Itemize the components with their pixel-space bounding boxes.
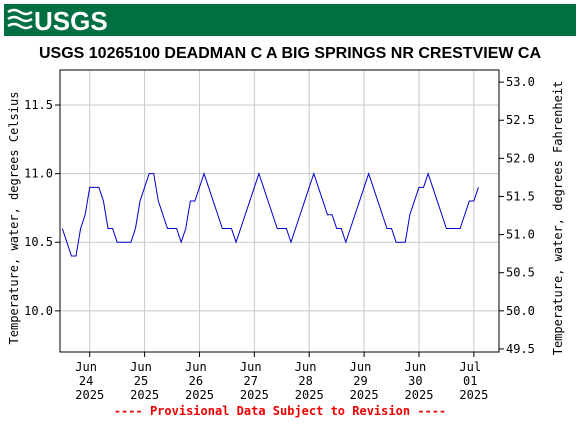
y2-tick-label: 53.0 xyxy=(506,75,535,89)
chart-title: USGS 10265100 DEADMAN C A BIG SPRINGS NR… xyxy=(39,45,541,62)
y2-tick-label: 51.5 xyxy=(506,189,535,203)
x-tick-label: Jun 30 2025 xyxy=(405,360,434,402)
y-tick-label: 10.0 xyxy=(24,304,53,318)
y-tick-label: 10.5 xyxy=(24,235,53,249)
data-line xyxy=(61,172,479,257)
y-tick-label: 11.0 xyxy=(24,167,53,181)
plot-frame xyxy=(59,69,500,353)
y-tick-label: 11.5 xyxy=(24,98,53,112)
y2-tick-label: 52.5 xyxy=(506,113,535,127)
x-tick-label: Jun 28 2025 xyxy=(295,360,324,402)
y2-tick-label: 49.5 xyxy=(506,342,535,356)
x-tick-label: Jul 01 2025 xyxy=(459,360,488,402)
x-tick-label: Jun 25 2025 xyxy=(130,360,159,402)
x-tick-label: Jun 26 2025 xyxy=(185,360,214,402)
y-axis-label: Temperature, water, degrees Celsius xyxy=(7,92,21,345)
x-tick-label: Jun 24 2025 xyxy=(75,360,104,402)
logo: USGS xyxy=(34,6,108,36)
y2-tick-label: 50.5 xyxy=(506,266,535,280)
footnote: ---- Provisional Data Subject to Revisio… xyxy=(114,404,446,418)
x-tick-label: Jun 27 2025 xyxy=(240,360,269,402)
banner xyxy=(4,4,576,36)
y2-tick-label: 50.0 xyxy=(506,304,535,318)
y2-tick-label: 51.0 xyxy=(506,228,535,242)
logo-wave xyxy=(7,8,33,30)
x-tick-label: Jun 29 2025 xyxy=(350,360,379,402)
y2-tick-label: 52.0 xyxy=(506,151,535,165)
y2-axis-label: Temperature, water, degrees Fahrenheit xyxy=(551,81,565,356)
